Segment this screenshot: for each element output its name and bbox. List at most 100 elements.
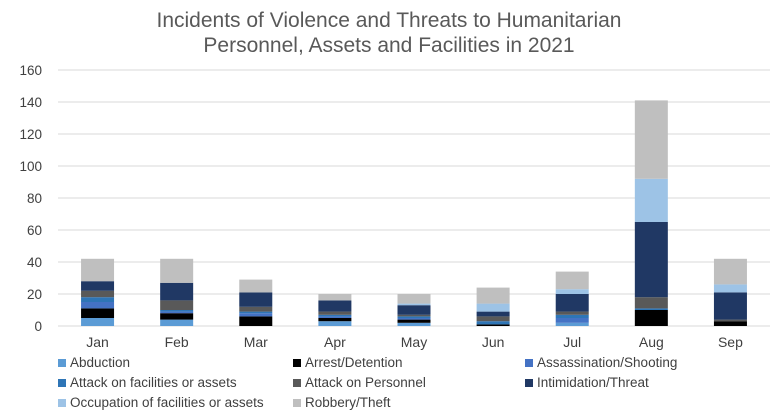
bar-segment <box>160 300 194 310</box>
bar-segment <box>318 321 352 326</box>
y-tick-label: 120 <box>19 127 42 142</box>
legend-swatch <box>525 378 533 387</box>
bar-segment <box>476 303 510 312</box>
bar-segment <box>160 258 194 283</box>
bar-segment <box>634 308 668 310</box>
legend-swatch <box>58 398 66 407</box>
y-tick-label: 100 <box>19 159 42 174</box>
legend-swatch <box>58 378 66 387</box>
legend-item: Attack on facilities or assets <box>58 375 237 390</box>
legend-item: Intimidation/Threat <box>525 375 649 390</box>
bar-segment <box>555 271 589 290</box>
bar-segment <box>397 322 431 326</box>
bar-segment <box>318 314 352 317</box>
bar-segment <box>555 318 589 323</box>
legend-swatch <box>293 358 301 367</box>
bar-segment <box>397 294 431 304</box>
legend-label: Attack on Personnel <box>305 375 426 390</box>
x-tick-label: Jan <box>86 334 109 350</box>
bar-segment <box>81 297 115 302</box>
bar-segment <box>397 318 431 320</box>
y-tick-label: 140 <box>19 95 42 110</box>
bar-segment <box>476 287 510 304</box>
bar-segment <box>713 319 747 322</box>
bar-segment <box>634 178 668 222</box>
bar-segment <box>318 318 352 322</box>
bar-segment <box>634 222 668 298</box>
bar-segment <box>397 319 431 323</box>
bar-segment <box>476 321 510 325</box>
legend-item: Robbery/Theft <box>293 395 391 410</box>
y-tick-label: 40 <box>27 255 42 270</box>
bar-segment <box>634 297 668 309</box>
bar-segment <box>318 316 352 318</box>
y-axis-ticks: 0 20 40 60 80 100 120 140 160 <box>19 63 42 334</box>
bar-segment <box>476 316 510 322</box>
bar-segment <box>81 308 115 318</box>
bar-segment <box>81 318 115 326</box>
legend-swatch <box>58 358 66 367</box>
legend-swatch <box>293 378 301 387</box>
bar-segment <box>239 316 273 326</box>
x-tick-label: Aug <box>639 334 664 350</box>
bar-segment <box>81 290 115 298</box>
bar-segment <box>397 303 431 306</box>
bar-segment <box>160 319 194 326</box>
legend-item: Assassination/Shooting <box>525 355 677 370</box>
y-tick-label: 60 <box>27 223 42 238</box>
bar-segment <box>476 324 510 326</box>
bar-segment <box>555 294 589 312</box>
bar-stacks <box>81 100 747 326</box>
legend-label: Intimidation/Threat <box>537 375 649 390</box>
legend-item: Abduction <box>58 355 130 370</box>
bar-segment <box>476 311 510 317</box>
x-tick-label: Sep <box>718 334 743 350</box>
bar-segment <box>555 311 589 315</box>
legend-label: Robbery/Theft <box>305 395 391 410</box>
bar-segment <box>160 313 194 320</box>
legend-label: Attack on facilities or assets <box>70 375 237 390</box>
chart-title: Incidents of Violence and Threats to Hum… <box>156 9 622 57</box>
bar-segment <box>239 279 273 293</box>
bar-segment <box>160 310 194 312</box>
bar-segment <box>318 294 352 301</box>
bar-segment <box>318 311 352 315</box>
y-tick-label: 80 <box>27 191 42 206</box>
bar-segment <box>160 282 194 301</box>
x-axis-ticks: Jan Feb Mar Apr May Jun Jul Aug Sep <box>86 334 743 350</box>
x-tick-label: Jul <box>563 334 581 350</box>
x-tick-label: Apr <box>324 334 346 350</box>
legend-label: Abduction <box>70 355 131 370</box>
legend-swatch <box>293 398 301 407</box>
bar-segment <box>713 292 747 320</box>
legend-label: Occupation of facilities or assets <box>70 395 264 410</box>
plot-area: 0 20 40 60 80 100 120 140 160 Jan Feb Mar Apr May Jun… <box>19 63 770 350</box>
bar-segment <box>555 322 589 326</box>
bar-segment <box>239 306 273 312</box>
bar-segment <box>81 281 115 291</box>
x-tick-label: May <box>401 334 427 350</box>
bar-segment <box>397 316 431 318</box>
bar-segment <box>634 100 668 179</box>
bar-segment <box>81 258 115 282</box>
bar-segment <box>239 311 273 314</box>
legend-item: Arrest/Detention <box>293 355 403 370</box>
bar-segment <box>397 305 431 315</box>
legend-label: Assassination/Shooting <box>537 355 678 370</box>
bar-segment <box>160 311 194 314</box>
x-tick-label: Mar <box>244 334 268 350</box>
bar-segment <box>318 300 352 312</box>
bar-segment <box>81 302 115 309</box>
legend-item: Occupation of facilities or assets <box>58 395 264 410</box>
legend-label: Arrest/Detention <box>305 355 403 370</box>
bar-segment <box>397 314 431 317</box>
bar-segment <box>239 292 273 307</box>
bar-segment <box>713 321 747 326</box>
y-tick-label: 160 <box>19 63 42 78</box>
bar-segment <box>713 258 747 285</box>
y-tick-label: 20 <box>27 287 42 302</box>
legend-swatch <box>525 358 533 367</box>
x-tick-label: Jun <box>482 334 505 350</box>
bar-segment <box>555 314 589 318</box>
